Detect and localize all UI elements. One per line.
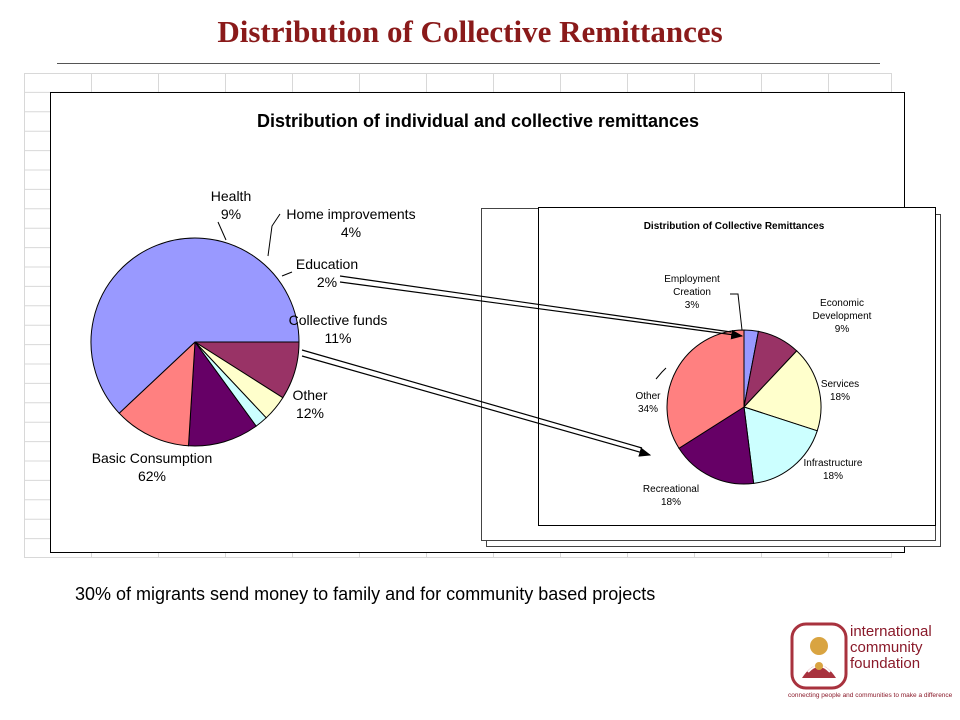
main-label-health: Health 9% [211, 188, 251, 222]
inset-label-recreational: Recreational 18% [643, 484, 699, 508]
inset-label-economic-development: Economic Development 9% [813, 298, 872, 335]
inset-slice-infrastructure [743, 406, 818, 484]
main-slice-other [118, 340, 196, 447]
main-leader-education [281, 271, 293, 277]
logo-line-3: foundation [850, 655, 921, 672]
inset-pie-slices [666, 329, 822, 485]
icf-emblem-icon [790, 622, 848, 690]
inset-chart-title: Distribution of Collective Remittances [644, 221, 825, 232]
inset-slice-recreational [678, 406, 755, 485]
slide-title: Distribution of Collective Remittances [217, 14, 723, 49]
inset-slice-services [743, 350, 822, 432]
icf-logo: international community foundation conne… [788, 620, 953, 710]
main-leader-home-improvements [267, 213, 281, 257]
logo-wordmark: international community foundation [850, 624, 940, 672]
inset-pie-chart: Distribution of Collective Remittances E… [481, 207, 941, 547]
inset-leader-other [655, 367, 667, 380]
logo-line-1: international [850, 623, 932, 640]
slide-caption: 30% of migrants send money to family and… [75, 584, 656, 604]
logo-tagline: connecting people and communities to mak… [788, 692, 953, 699]
main-slice-collective-funds [187, 340, 257, 447]
main-label-basic-consumption: Basic Consumption 62% [92, 450, 213, 484]
logo-line-2: community [850, 639, 923, 656]
main-chart-title: Distribution of individual and collectiv… [257, 111, 699, 131]
main-pie-slices [90, 237, 300, 447]
main-label-home-improvements: Home improvements 4% [286, 206, 415, 240]
main-slice-basic-consumption [90, 237, 300, 414]
main-leader-health [217, 221, 227, 241]
title-divider [57, 63, 880, 64]
inset-label-infrastructure: Infrastructure 18% [804, 458, 863, 482]
main-label-education: Education 2% [296, 256, 358, 290]
inset-label-services: Services 18% [821, 379, 859, 403]
